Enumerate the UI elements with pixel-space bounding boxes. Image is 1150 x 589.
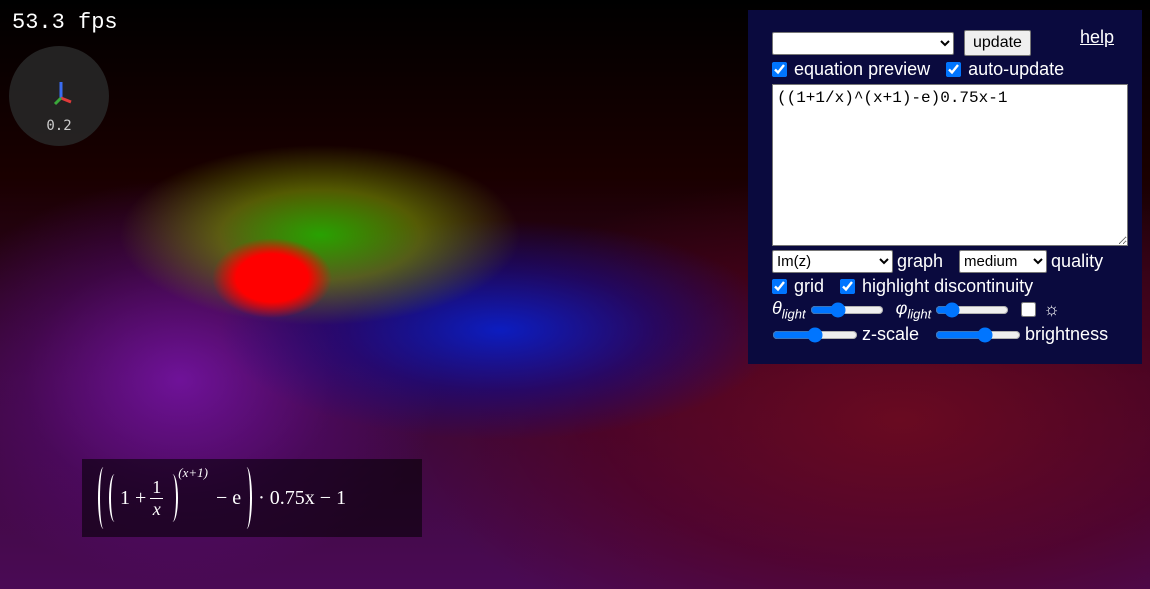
eq-text: − e [215, 486, 242, 509]
numerator: 1 [150, 476, 164, 499]
brightness-slider[interactable] [935, 326, 1022, 343]
paren [109, 474, 120, 522]
preset-select[interactable] [772, 31, 954, 55]
paren [241, 467, 253, 529]
brightness-label: brightness [1025, 324, 1109, 344]
phi-label: φlight [896, 298, 932, 322]
help-link[interactable]: help [1080, 27, 1115, 47]
axis-icon [53, 82, 72, 106]
update-button[interactable]: update [964, 30, 1031, 56]
control-panel: update help equation preview auto-update… [748, 10, 1142, 364]
eq-text: · 0.75x − 1 [258, 486, 347, 509]
symbol: θ [772, 298, 782, 318]
checkbox[interactable] [840, 279, 856, 294]
subscript: light [781, 306, 806, 322]
checkbox[interactable] [772, 279, 787, 294]
equation-preview: 1 + 1 x (x+1) − e · 0.75x − 1 [82, 459, 422, 537]
z-scale-slider[interactable] [772, 326, 858, 343]
fps-counter: 53.3 fps [12, 10, 118, 35]
equation-input[interactable] [772, 84, 1128, 246]
checkbox[interactable] [946, 62, 962, 77]
checkbox-label: equation preview [794, 59, 931, 79]
axis-scale: 0.2 [46, 118, 72, 134]
subscript: light [907, 306, 932, 322]
exponent: (x+1) [178, 465, 208, 480]
light-icon: ☼ [1043, 299, 1060, 320]
checkbox[interactable] [772, 62, 787, 77]
eq-text: 1 + [120, 486, 147, 509]
checkbox[interactable] [1021, 302, 1037, 318]
quality-select[interactable]: medium [959, 250, 1048, 273]
quality-label: quality [1051, 251, 1104, 271]
theta-slider[interactable] [809, 301, 884, 318]
phi-slider[interactable] [935, 301, 1010, 318]
checkbox-label: grid [794, 276, 825, 296]
fraction: 1 x [150, 476, 164, 520]
checkbox-label: highlight discontinuity [862, 276, 1034, 296]
denominator: x [152, 498, 161, 519]
z-scale-label: z-scale [862, 324, 920, 344]
checkbox-label: auto-update [968, 59, 1065, 79]
theta-label: θlight [772, 298, 806, 322]
symbol: φ [895, 298, 908, 318]
graph-select[interactable]: Im(z) [772, 250, 893, 273]
axis-y [53, 96, 63, 106]
axis-widget[interactable]: 0.2 [9, 46, 109, 146]
paren [167, 474, 179, 522]
paren [98, 467, 109, 529]
axis-x [60, 96, 72, 104]
graph-label: graph [897, 251, 944, 271]
